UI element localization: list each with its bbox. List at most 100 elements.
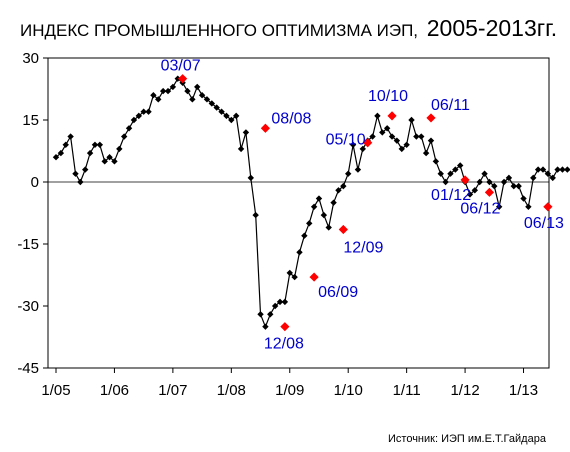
data-point (349, 141, 357, 148)
x-tick-label: 1/09 (275, 382, 304, 399)
data-point (140, 108, 147, 115)
data-point (437, 170, 444, 177)
annotation-label: 12/08 (264, 336, 304, 353)
data-point (96, 141, 104, 148)
highlight-point (387, 111, 397, 121)
data-point (276, 298, 284, 306)
highlight-point (460, 175, 470, 185)
chart-title-years: 2005-2013гг. (427, 15, 557, 41)
data-point (257, 311, 264, 318)
data-point (510, 182, 517, 190)
data-point (116, 145, 123, 153)
data-point (539, 166, 547, 173)
data-point (223, 112, 230, 120)
data-point (466, 191, 474, 198)
data-point (203, 96, 211, 103)
highlight-point (484, 187, 495, 197)
data-point (413, 133, 420, 140)
data-point (520, 195, 527, 202)
data-point (145, 108, 152, 115)
x-tick-label: 1/08 (217, 382, 246, 399)
data-point (432, 158, 440, 165)
data-point (232, 112, 240, 120)
data-point (442, 178, 449, 186)
data-point (481, 170, 488, 177)
data-point (388, 133, 396, 140)
y-tick-label: -15 (17, 236, 39, 253)
data-point (383, 125, 391, 132)
data-point (393, 137, 401, 144)
annotation-label: 10/10 (368, 88, 408, 105)
data-point (374, 112, 381, 120)
y-tick-label: 0 (31, 174, 39, 191)
plot-area (47, 57, 550, 369)
annotation-label: 12/09 (343, 240, 383, 257)
data-point (150, 92, 157, 99)
data-point (408, 116, 415, 124)
data-point (549, 174, 556, 182)
data-point (130, 116, 138, 124)
data-point (77, 178, 84, 186)
data-point (242, 129, 250, 136)
data-point (228, 116, 235, 124)
y-tick-label: -30 (17, 298, 39, 315)
highlight-point (363, 138, 373, 148)
highlight-point (309, 272, 319, 282)
chart-title-main: ИНДЕКС ПРОМЫШЛЕННОГО ОПТИМИЗМА ИЭП, (20, 21, 418, 40)
data-point (52, 154, 60, 161)
data-point (330, 199, 337, 206)
data-point (544, 170, 552, 177)
y-tick-label: 15 (22, 112, 39, 129)
data-point (67, 133, 74, 140)
data-point (505, 174, 513, 182)
source-note: Источник: ИЭП им.Е.Т.Гайдара (388, 433, 547, 445)
data-point (476, 178, 483, 186)
data-point (471, 187, 479, 194)
y-tick-label: -45 (17, 360, 39, 377)
x-tick-label: 1/13 (509, 382, 538, 399)
data-point (194, 83, 201, 91)
data-point (320, 211, 328, 219)
data-point (491, 182, 498, 190)
annotation-label: 05/10 (326, 132, 366, 149)
data-point (422, 149, 430, 157)
data-point (525, 203, 532, 210)
data-point (457, 162, 464, 169)
data-point (486, 178, 493, 186)
highlight-point (338, 224, 348, 235)
data-point (554, 166, 561, 173)
annotation-label: 03/07 (161, 58, 201, 75)
chart-title: ИНДЕКС ПРОМЫШЛЕННОГО ОПТИМИЗМА ИЭП, 2005… (20, 15, 557, 41)
annotation-label: 06/09 (318, 284, 358, 301)
annotation-label: 06/12 (460, 200, 500, 217)
highlight-point (426, 113, 436, 123)
data-point (208, 100, 216, 107)
data-point (159, 87, 167, 95)
data-point (564, 166, 570, 173)
data-point (72, 170, 79, 177)
x-tick-label: 1/10 (334, 382, 363, 399)
y-axis: 30 15 0 -15 -30 -45 (17, 50, 48, 377)
data-point (106, 154, 113, 161)
data-point (315, 195, 323, 202)
data-points (52, 75, 570, 330)
data-point (155, 96, 162, 103)
highlight-point (543, 202, 553, 212)
data-point (111, 158, 118, 165)
annotations: 03/07 08/08 12/08 06/09 12/09 05/10 10/10 06/11… (161, 58, 564, 353)
data-point (291, 273, 298, 281)
highlight-point (260, 123, 271, 133)
data-point (237, 145, 245, 153)
y-tick-label: 30 (22, 50, 39, 67)
data-point (57, 149, 65, 157)
data-point (500, 178, 508, 186)
data-point (135, 112, 142, 120)
data-point (418, 133, 425, 140)
data-point (534, 166, 542, 173)
data-point (335, 187, 342, 194)
highlight-point (280, 322, 290, 332)
data-point (403, 141, 410, 148)
x-tick-label: 1/05 (41, 382, 70, 399)
x-tick-label: 1/06 (100, 382, 129, 399)
